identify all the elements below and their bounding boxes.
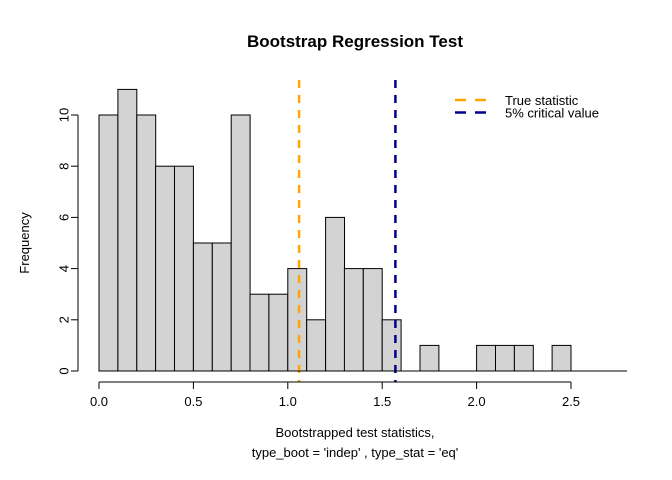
histogram-bar xyxy=(325,216,346,372)
histogram-bar xyxy=(513,344,534,372)
histogram-bar xyxy=(306,319,327,372)
y-axis-tick-label: 2 xyxy=(56,316,71,323)
histogram-bar xyxy=(249,293,270,372)
histogram-bar xyxy=(174,165,194,372)
y-axis-tick-label: 10 xyxy=(56,108,71,122)
x-axis-tick-label: 0.5 xyxy=(184,394,202,409)
histogram-bar xyxy=(268,293,289,372)
y-axis-tick-label: 0 xyxy=(56,367,71,374)
x-axis-tick-label: 2.0 xyxy=(468,394,486,409)
y-axis-tick-label: 4 xyxy=(56,265,71,272)
histogram-bar xyxy=(230,114,251,372)
histogram-bar xyxy=(476,344,497,372)
x-axis-tick-label: 1.5 xyxy=(373,394,391,409)
x-axis-title-line1: Bootstrapped test statistics, xyxy=(276,425,435,440)
axes-layer: 0.0 0.5 1.0 1.5 2.0 2.5 0 2 4 6 8 10 xyxy=(56,108,627,409)
histogram-bar xyxy=(155,165,176,372)
histogram-bar xyxy=(192,242,213,372)
x-axis-tick-label: 0.0 xyxy=(90,394,108,409)
histogram-bar xyxy=(495,344,515,372)
histogram-bar xyxy=(136,114,157,372)
y-axis-title: Frequency xyxy=(17,212,32,274)
histogram-bar xyxy=(211,242,232,372)
vlines-layer xyxy=(297,80,397,382)
histogram-bar xyxy=(343,268,364,372)
x-axis-tick-label: 1.0 xyxy=(279,394,297,409)
histogram-bar xyxy=(551,344,572,372)
bars-layer xyxy=(98,88,572,372)
x-axis-title-line2: type_boot = 'indep' , type_stat = 'eq' xyxy=(252,445,459,460)
legend-label-critical-value: 5% critical value xyxy=(505,106,599,121)
y-axis-tick-label: 8 xyxy=(56,163,71,170)
y-axis-tick-label: 6 xyxy=(56,214,71,221)
histogram-bar xyxy=(381,319,402,372)
histogram-bar xyxy=(362,268,383,372)
legend-label-true-statistic: True statistic xyxy=(505,93,579,108)
histogram-bar xyxy=(98,114,119,372)
chart-title: Bootstrap Regression Test xyxy=(247,32,463,51)
legend: True statistic 5% critical value xyxy=(455,93,599,121)
histogram-bar xyxy=(287,268,308,372)
x-axis-tick-label: 2.5 xyxy=(562,394,580,409)
histogram-bar xyxy=(117,88,138,372)
histogram-bar xyxy=(419,344,440,372)
